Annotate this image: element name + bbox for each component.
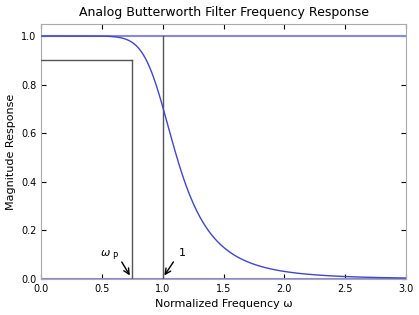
Text: P: P	[112, 252, 117, 261]
Title: Analog Butterworth Filter Frequency Response: Analog Butterworth Filter Frequency Resp…	[79, 6, 369, 19]
Text: 1: 1	[178, 248, 186, 258]
Y-axis label: Magnitude Response: Magnitude Response	[5, 93, 16, 209]
Text: $\omega$: $\omega$	[100, 248, 111, 258]
X-axis label: Normalized Frequency ω: Normalized Frequency ω	[155, 300, 292, 309]
